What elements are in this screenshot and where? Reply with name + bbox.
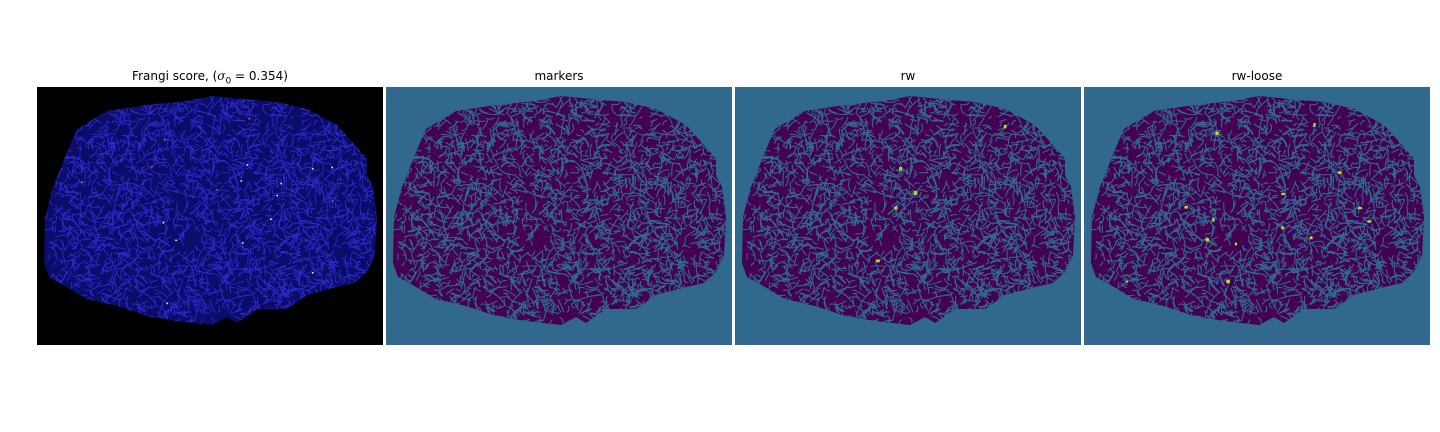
segment-highlight	[1309, 236, 1313, 240]
segment-highlight	[875, 259, 880, 263]
segment-highlight	[1281, 192, 1285, 196]
ridge-highlight	[270, 218, 272, 220]
segment-highlight	[1337, 171, 1342, 174]
frangi-score-svg	[37, 87, 383, 345]
ridge-highlight	[312, 168, 314, 170]
frangi-score-image	[37, 87, 383, 345]
segment-highlight	[1313, 123, 1316, 127]
rw-loose-svg	[1084, 87, 1430, 345]
segment-highlight	[1215, 131, 1219, 135]
ridge-highlight	[276, 194, 278, 197]
segment-highlight	[1184, 205, 1188, 209]
markers-title: markers	[534, 69, 584, 83]
segment-highlight	[899, 167, 903, 171]
segment-highlight	[1212, 217, 1215, 222]
rw-title: rw	[900, 69, 916, 83]
ridge-highlight	[151, 166, 153, 168]
segment-highlight	[1226, 279, 1230, 284]
segment-highlight	[913, 191, 918, 195]
segment-highlight	[1205, 238, 1210, 242]
ridge-highlight	[242, 242, 244, 244]
rw-loose-image	[1084, 87, 1430, 345]
ridge-highlight	[248, 117, 250, 120]
ridge-highlight	[246, 164, 249, 166]
ridge-highlight	[175, 239, 177, 242]
ridge-highlight	[280, 182, 282, 185]
ridge-highlight	[216, 189, 218, 191]
rw-image	[735, 87, 1081, 345]
ridge-highlight	[331, 199, 334, 202]
ridge-highlight	[164, 138, 166, 141]
segment-highlight	[1003, 124, 1007, 129]
rw-loose-title: rw-loose	[1231, 69, 1283, 83]
markers-image	[386, 87, 732, 345]
ridge-highlight	[81, 181, 83, 183]
segment-highlight	[1234, 242, 1238, 246]
segment-highlight	[894, 206, 898, 210]
segment-highlight	[1281, 226, 1285, 230]
markers-svg	[386, 87, 732, 345]
ridge-highlight	[166, 302, 168, 305]
ridge-highlight	[311, 272, 314, 274]
rw-svg	[735, 87, 1081, 345]
segment-highlight	[1367, 220, 1372, 223]
segment-highlight	[1125, 280, 1128, 283]
ridge-highlight	[331, 166, 333, 169]
frangi-score-title: Frangi score, (σ0 = 0.354)	[132, 69, 288, 87]
ridge-highlight	[240, 180, 242, 182]
segment-highlight	[1357, 206, 1362, 210]
ridge-highlight	[162, 222, 165, 224]
